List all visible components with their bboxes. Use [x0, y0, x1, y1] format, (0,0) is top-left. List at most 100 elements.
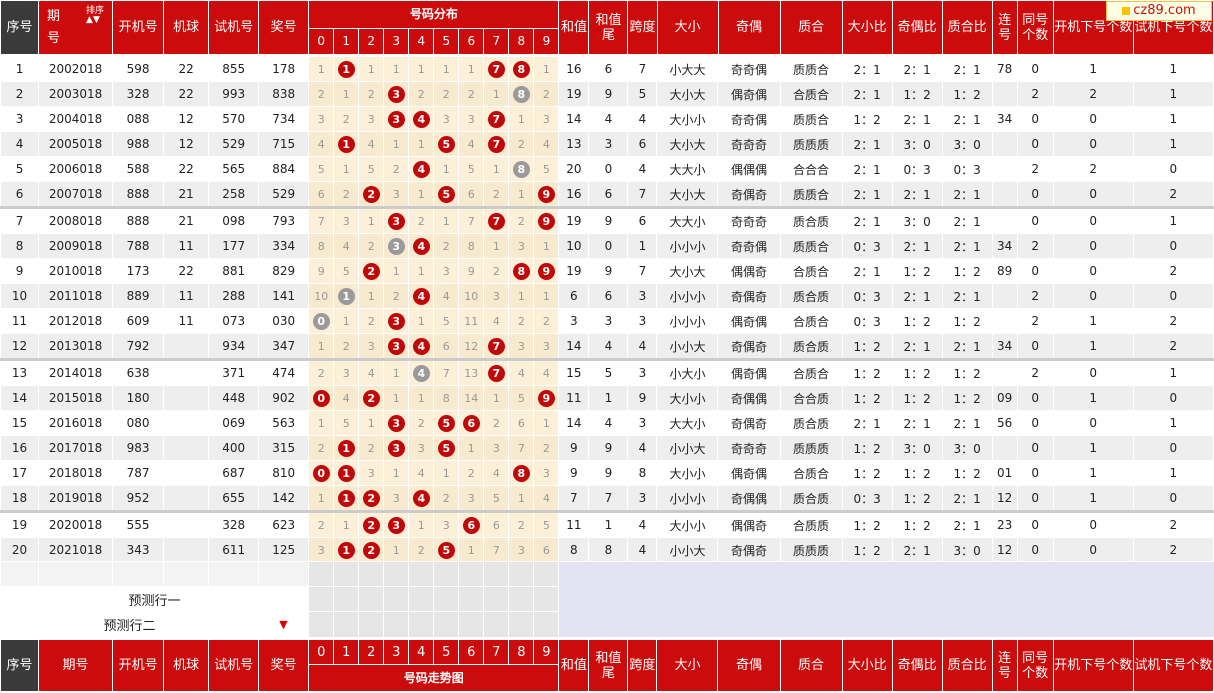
- dist-cell-1[interactable]: 2: [333, 333, 360, 360]
- dist-cell-0[interactable]: 1: [308, 410, 335, 436]
- dist-cell-6[interactable]: 2: [458, 460, 485, 486]
- dist-cell-6[interactable]: 14: [458, 385, 485, 411]
- dist-cell-9[interactable]: 9: [533, 181, 560, 208]
- pred-cell[interactable]: [433, 561, 459, 587]
- dist-cell-0[interactable]: 0: [308, 460, 335, 486]
- dist-cell-1[interactable]: 1: [333, 510, 360, 538]
- header-span[interactable]: 跨度: [627, 0, 658, 55]
- dist-cell-3[interactable]: 3: [383, 333, 410, 360]
- dist-cell-5[interactable]: 5: [433, 537, 460, 563]
- dist-cell-8[interactable]: 7: [508, 435, 535, 461]
- dist-cell-8[interactable]: 8: [508, 156, 535, 182]
- pred-cell[interactable]: [383, 586, 409, 612]
- dist-cell-2[interactable]: 1: [358, 283, 385, 309]
- dist-cell-2[interactable]: 1: [358, 56, 385, 82]
- header-sumtail[interactable]: 和值尾: [588, 0, 629, 55]
- table-row[interactable]: 1 2002018 598 22 855 178 1 1 1 1 1 1 1 7 8 1 16 6 7 小大大 奇奇偶质…: [0, 56, 1214, 82]
- dist-cell-2[interactable]: 2: [358, 81, 385, 107]
- dist-cell-7[interactable]: 7: [483, 106, 510, 132]
- dist-cell-6[interactable]: 2: [458, 81, 485, 107]
- dist-cell-6[interactable]: 1: [458, 537, 485, 563]
- dist-cell-8[interactable]: 2: [508, 206, 535, 234]
- dist-cell-7[interactable]: 2: [483, 181, 510, 208]
- table-row[interactable]: 10 2011018 889 11 288 141 10 1 1 2 4 4 10 3 1 1 6 6 3 小小小 奇偶…: [0, 283, 1214, 309]
- dist-cell-2[interactable]: 4: [358, 358, 385, 386]
- dist-cell-3[interactable]: 3: [383, 485, 410, 512]
- dist-cell-7[interactable]: 5: [483, 485, 510, 512]
- dist-cell-3[interactable]: 1: [383, 56, 410, 82]
- dist-cell-1[interactable]: 5: [333, 410, 360, 436]
- dist-cell-8[interactable]: 8: [508, 56, 535, 82]
- dist-cell-5[interactable]: 4: [433, 283, 460, 309]
- dist-cell-8[interactable]: 1: [508, 106, 535, 132]
- pred-cell[interactable]: [533, 611, 559, 638]
- dist-cell-6[interactable]: 3: [458, 106, 485, 132]
- table-row[interactable]: 11 2012018 609 11 073 030 0 1 2 3 1 5 11 4 2 2 3 3 3 小小小 偶奇偶…: [0, 308, 1214, 334]
- dist-cell-3[interactable]: 1: [383, 537, 410, 563]
- dist-cell-6[interactable]: 9: [458, 258, 485, 284]
- sort-button[interactable]: 排序 ▲▼: [86, 7, 104, 25]
- dist-cell-0[interactable]: 8: [308, 233, 335, 259]
- dist-cell-4[interactable]: 2: [408, 410, 435, 436]
- dist-cell-5[interactable]: 5: [433, 131, 460, 157]
- dist-cell-5[interactable]: 3: [433, 106, 460, 132]
- dist-cell-5[interactable]: 1: [433, 206, 460, 234]
- dist-cell-9[interactable]: 2: [533, 435, 560, 461]
- dist-cell-6[interactable]: 6: [458, 510, 485, 538]
- dist-cell-1[interactable]: 1: [333, 81, 360, 107]
- dist-cell-3[interactable]: 1: [383, 385, 410, 411]
- pred-cell[interactable]: [433, 611, 459, 638]
- dist-cell-6[interactable]: 4: [458, 131, 485, 157]
- header-oeratio[interactable]: 奇偶比: [891, 0, 943, 55]
- dist-cell-1[interactable]: 2: [333, 106, 360, 132]
- pred-cell[interactable]: [308, 586, 334, 612]
- dist-cell-3[interactable]: 3: [383, 435, 410, 461]
- dist-cell-4[interactable]: 1: [408, 56, 435, 82]
- dist-cell-5[interactable]: 5: [433, 435, 460, 461]
- pred-cell[interactable]: [508, 561, 534, 587]
- table-row[interactable]: 16 2017018 983 400 315 2 1 2 3 3 5 1 3 7 2 9 9 4 小小大 奇奇奇 质质质…: [0, 435, 1214, 461]
- dist-cell-4[interactable]: 3: [408, 435, 435, 461]
- dist-cell-3[interactable]: 3: [383, 233, 410, 259]
- dist-cell-8[interactable]: 1: [508, 485, 535, 512]
- dist-cell-6[interactable]: 12: [458, 333, 485, 360]
- dist-cell-3[interactable]: 3: [383, 106, 410, 132]
- dist-cell-3[interactable]: 3: [383, 81, 410, 107]
- dist-cell-8[interactable]: 3: [508, 233, 535, 259]
- dist-cell-5[interactable]: 6: [433, 333, 460, 360]
- table-row[interactable]: 17 2018018 787 687 810 0 1 3 1 4 1 2 4 8 3 9 9 8 大小小 偶奇偶 合质合…: [0, 460, 1214, 486]
- dist-cell-0[interactable]: 3: [308, 537, 335, 563]
- dist-cell-1[interactable]: 2: [333, 181, 360, 208]
- dist-cell-9[interactable]: 9: [533, 385, 560, 411]
- dist-cell-7[interactable]: 2: [483, 410, 510, 436]
- dist-cell-9[interactable]: 3: [533, 460, 560, 486]
- header-samecount[interactable]: 同号个数: [1016, 0, 1054, 55]
- dist-cell-9[interactable]: 3: [533, 106, 560, 132]
- pred-cell[interactable]: [408, 561, 434, 587]
- pred-cell[interactable]: [358, 586, 384, 612]
- dist-cell-6[interactable]: 13: [458, 358, 485, 386]
- pred-cell[interactable]: [458, 586, 484, 612]
- dist-cell-6[interactable]: 7: [458, 206, 485, 234]
- dist-cell-5[interactable]: 1: [433, 156, 460, 182]
- header-trial[interactable]: 试机号: [208, 0, 260, 55]
- dist-cell-7[interactable]: 4: [483, 460, 510, 486]
- dist-cell-8[interactable]: 3: [508, 333, 535, 360]
- dist-cell-6[interactable]: 1: [458, 435, 485, 461]
- dist-cell-7[interactable]: 1: [483, 156, 510, 182]
- dist-cell-7[interactable]: 6: [483, 510, 510, 538]
- site-logo[interactable]: cz89.com: [1106, 1, 1212, 21]
- table-row[interactable]: 15 2016018 080 069 563 1 5 1 3 2 5 6 2 6 1 14 4 3 大大小 奇偶奇 质合…: [0, 410, 1214, 436]
- dist-cell-7[interactable]: 4: [483, 308, 510, 334]
- dist-cell-4[interactable]: 1: [408, 510, 435, 538]
- dist-cell-6[interactable]: 11: [458, 308, 485, 334]
- dist-cell-3[interactable]: 3: [383, 410, 410, 436]
- header-primecomp[interactable]: 质合: [779, 0, 843, 55]
- dist-cell-7[interactable]: 3: [483, 283, 510, 309]
- header-bsratio[interactable]: 大小比: [841, 0, 893, 55]
- dist-cell-1[interactable]: 1: [333, 283, 360, 309]
- dist-cell-2[interactable]: 1: [358, 206, 385, 234]
- pred-cell[interactable]: [433, 586, 459, 612]
- pred-cell[interactable]: [333, 586, 359, 612]
- dist-cell-9[interactable]: 2: [533, 81, 560, 107]
